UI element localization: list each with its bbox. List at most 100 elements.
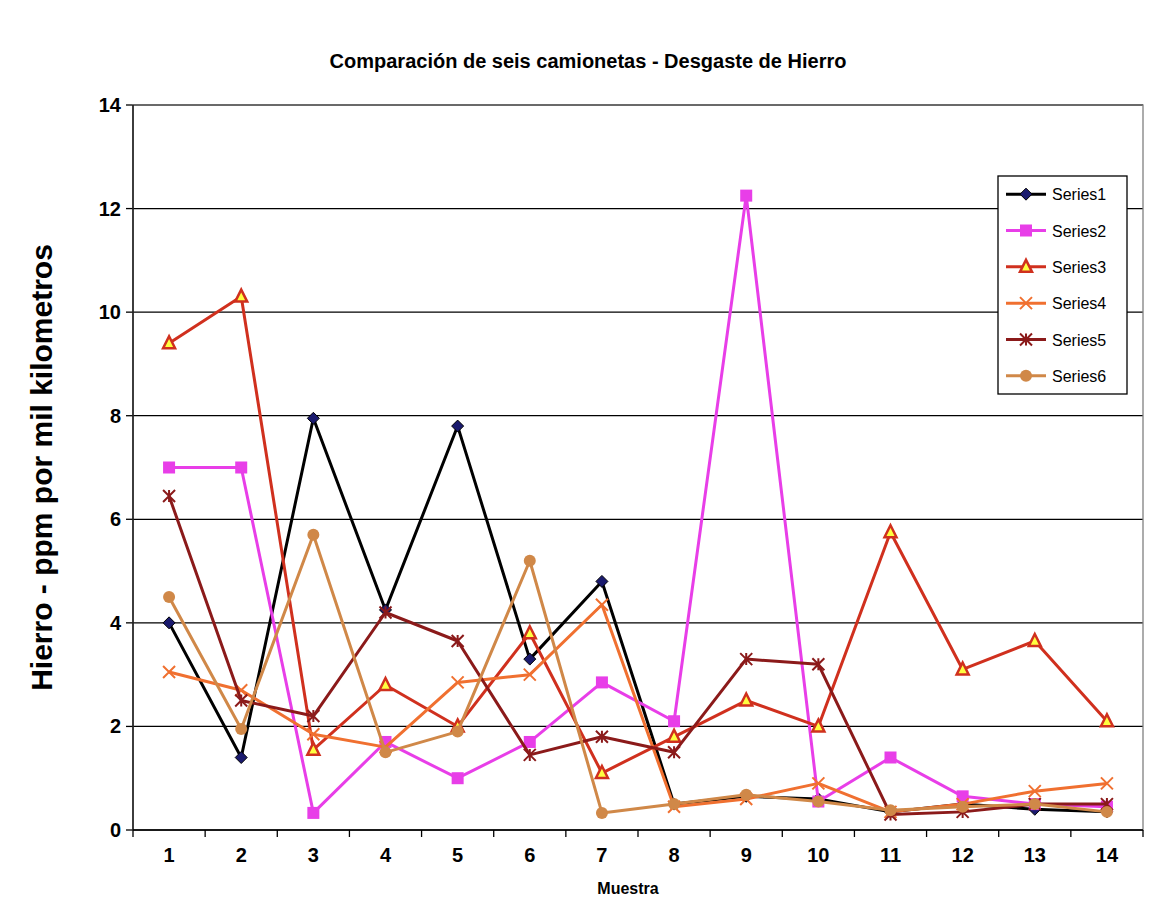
x-tick [421, 830, 422, 837]
marker [668, 798, 680, 810]
chart: 024681012141234567891011121314Comparació… [0, 0, 1176, 920]
plot-area [163, 190, 1113, 821]
x-tick [349, 830, 350, 837]
marker [812, 796, 824, 808]
grid-line [133, 415, 1143, 416]
series [163, 529, 1113, 819]
x-tick-label: 3 [308, 844, 319, 866]
y-tick-label: 2 [110, 715, 121, 737]
series-line [169, 605, 1107, 812]
legend-label: Series5 [1052, 332, 1106, 349]
marker [1029, 634, 1041, 646]
x-tick-label: 2 [236, 844, 247, 866]
plot-frame [133, 105, 1143, 830]
marker [452, 635, 464, 647]
marker [885, 525, 897, 537]
marker [452, 676, 464, 688]
marker [812, 719, 824, 731]
marker [740, 789, 752, 801]
y-tick [126, 104, 133, 105]
marker [524, 653, 536, 665]
marker [740, 694, 752, 706]
y-tick [126, 415, 133, 416]
marker [380, 746, 392, 758]
marker [524, 749, 536, 761]
marker [668, 715, 680, 727]
marker [596, 766, 608, 778]
marker [307, 412, 319, 424]
marker [596, 575, 608, 587]
y-tick-label: 12 [99, 198, 121, 220]
grid-line [133, 622, 1143, 623]
y-axis [132, 105, 133, 830]
marker [235, 723, 247, 735]
x-tick [854, 830, 855, 837]
marker [524, 626, 536, 638]
marker [1029, 798, 1041, 810]
x-tick-label: 10 [807, 844, 829, 866]
x-tick-label: 14 [1096, 844, 1119, 866]
grid-line [133, 311, 1143, 312]
x-tick [565, 830, 566, 837]
marker [1020, 188, 1032, 200]
x-label: Muestra [597, 880, 658, 897]
marker [163, 617, 175, 629]
marker [740, 653, 752, 665]
y-tick-label: 6 [110, 508, 121, 530]
marker [1020, 297, 1032, 309]
y-tick [126, 829, 133, 830]
marker [1101, 806, 1113, 818]
x-tick [1070, 830, 1071, 837]
y-tick-label: 4 [110, 612, 122, 634]
y-tick-label: 8 [110, 405, 121, 427]
marker [596, 807, 608, 819]
marker [380, 607, 392, 619]
marker [235, 290, 247, 302]
marker [812, 658, 824, 670]
marker [812, 796, 824, 808]
marker [163, 666, 175, 678]
series [163, 190, 1113, 819]
x-tick-label: 12 [952, 844, 974, 866]
x-tick [1142, 830, 1143, 837]
marker [1020, 260, 1032, 272]
marker [1029, 785, 1041, 797]
series [163, 599, 1113, 818]
y-tick-label: 14 [99, 94, 122, 116]
marker [524, 555, 536, 567]
marker [1020, 334, 1032, 346]
marker [452, 420, 464, 432]
marker [596, 599, 608, 611]
x-tick-label: 11 [880, 844, 901, 866]
series [163, 490, 1113, 820]
y-tick [126, 208, 133, 209]
marker [452, 772, 464, 784]
x-tick [926, 830, 927, 837]
x-tick-label: 5 [452, 844, 463, 866]
y-tick [126, 726, 133, 727]
x-tick [709, 830, 710, 837]
marker [163, 490, 175, 502]
grid-line [133, 519, 1143, 520]
marker [163, 591, 175, 603]
marker [740, 190, 752, 202]
y-tick [126, 311, 133, 312]
marker [1101, 714, 1113, 726]
x-tick [277, 830, 278, 837]
x-tick [637, 830, 638, 837]
marker [452, 726, 464, 738]
marker [885, 752, 897, 764]
marker [380, 678, 392, 690]
legend: Series1Series2Series3Series4Series5Serie… [998, 176, 1127, 394]
marker [1101, 777, 1113, 789]
marker [307, 807, 319, 819]
marker [307, 710, 319, 722]
marker [235, 462, 247, 474]
x-tick [998, 830, 999, 837]
marker [885, 804, 897, 816]
marker [307, 743, 319, 755]
x-tick [204, 830, 205, 837]
title: Comparación de seis camionetas - Desgast… [330, 50, 847, 72]
y-tick [126, 622, 133, 623]
legend-label: Series2 [1052, 223, 1106, 240]
